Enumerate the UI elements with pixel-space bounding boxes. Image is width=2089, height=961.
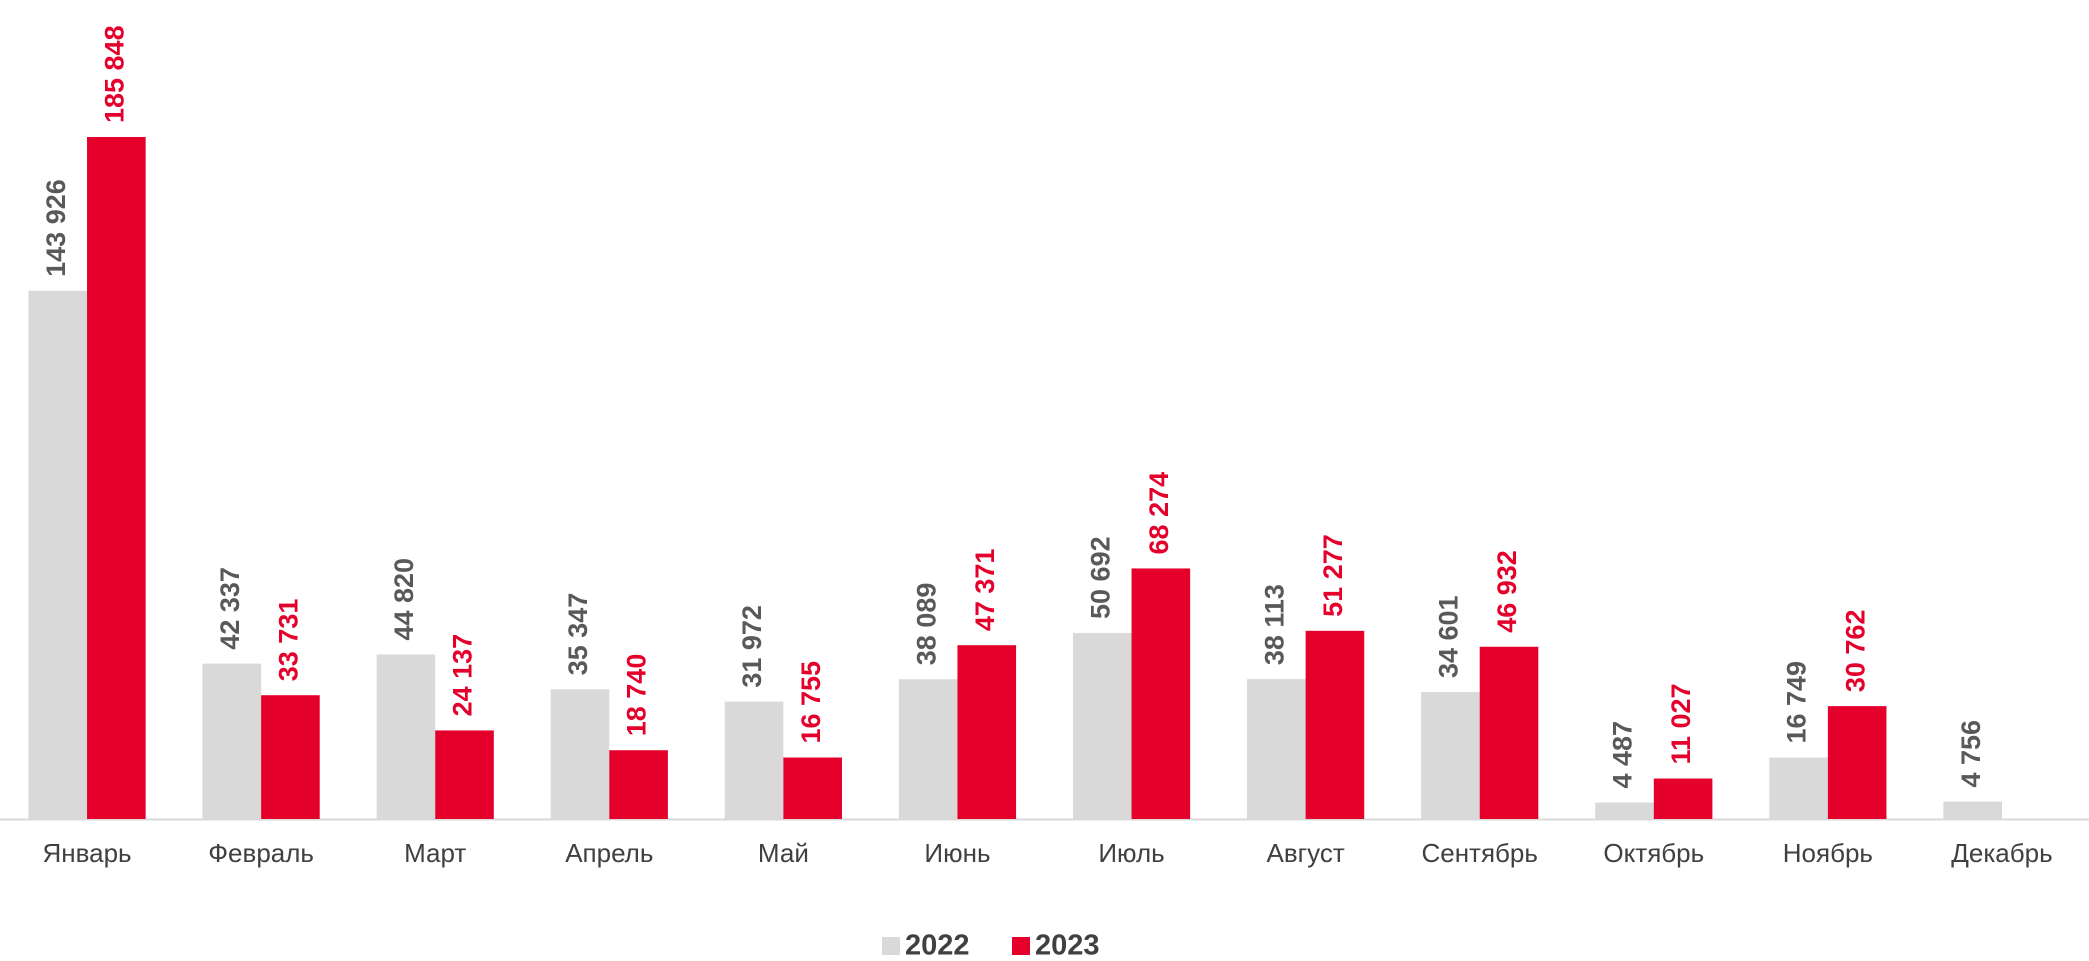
- value-label: 31 972: [737, 605, 767, 688]
- bar: [1247, 679, 1306, 819]
- value-label: 44 820: [389, 558, 419, 641]
- bar: [87, 137, 146, 819]
- value-label: 4 487: [1608, 721, 1638, 789]
- value-label: 34 601: [1434, 595, 1464, 678]
- value-label: 185 848: [99, 25, 129, 123]
- x-tick-label: Март: [404, 838, 466, 868]
- bar: [1769, 757, 1828, 819]
- value-label: 4 756: [1956, 720, 1986, 788]
- x-tick-label: Декабрь: [1951, 838, 2052, 868]
- value-label: 47 371: [970, 549, 1000, 632]
- value-label: 33 731: [274, 599, 304, 682]
- legend-swatch: [1012, 937, 1030, 955]
- value-label: 30 762: [1840, 610, 1870, 693]
- bar: [376, 654, 436, 819]
- x-tick-label: Июнь: [924, 838, 990, 868]
- legend-swatch: [882, 937, 900, 955]
- bar: [1827, 706, 1887, 819]
- legend-label: 2022: [905, 930, 970, 961]
- x-tick-label: Апрель: [565, 838, 653, 868]
- value-label: 35 347: [563, 593, 593, 676]
- bar: [1479, 646, 1539, 819]
- x-tick-label: Май: [758, 838, 809, 868]
- value-label: 143 926: [41, 179, 71, 277]
- x-tick-label: Июль: [1098, 838, 1164, 868]
- bar: [1305, 630, 1365, 819]
- bar: [609, 750, 668, 819]
- x-tick-label: Сентябрь: [1421, 838, 1537, 868]
- value-label: 38 089: [911, 583, 941, 666]
- bar: [957, 645, 1017, 819]
- value-label: 46 932: [1492, 550, 1522, 633]
- bar: [550, 689, 610, 819]
- bar: [898, 679, 958, 819]
- legend-label: 2023: [1035, 930, 1100, 961]
- x-tick-label: Октябрь: [1603, 838, 1704, 868]
- bar: [1131, 568, 1191, 819]
- bar: [1421, 692, 1480, 819]
- bar: [28, 290, 88, 819]
- value-label: 42 337: [215, 567, 245, 650]
- value-label: 16 755: [796, 661, 826, 744]
- value-label: 38 113: [1259, 584, 1289, 665]
- value-label: 50 692: [1085, 536, 1115, 619]
- bar: [1595, 802, 1654, 819]
- value-label: 68 274: [1144, 472, 1174, 555]
- value-label: 51 277: [1318, 534, 1348, 617]
- value-label: 11 027: [1666, 683, 1696, 764]
- bar: [435, 730, 494, 819]
- bar: [783, 757, 842, 819]
- bar: [1653, 778, 1713, 819]
- x-tick-label: Февраль: [208, 838, 314, 868]
- value-label: 16 749: [1782, 661, 1812, 744]
- bar: [1943, 801, 2002, 819]
- bar: [1072, 632, 1132, 819]
- bar: [724, 701, 784, 819]
- x-tick-label: Январь: [42, 838, 131, 868]
- x-tick-label: Ноябрь: [1783, 838, 1873, 868]
- value-label: 24 137: [448, 634, 478, 717]
- bar: [261, 695, 320, 819]
- bar: [202, 663, 262, 819]
- x-tick-label: Август: [1266, 838, 1344, 868]
- value-label: 18 740: [622, 654, 652, 737]
